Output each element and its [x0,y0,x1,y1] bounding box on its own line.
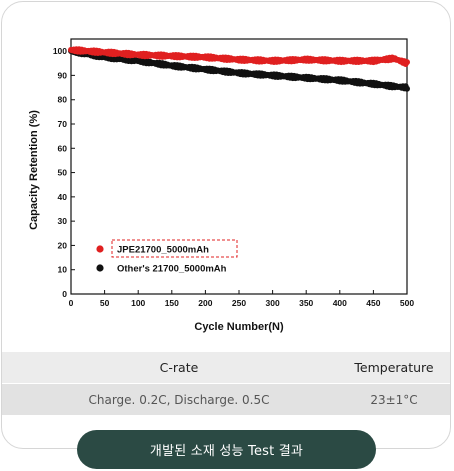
header-temperature: Temperature [354,360,434,375]
y-tick-label: 30 [58,216,68,226]
capacity-retention-chart: 0 50 100 150 200 250 300 350 400 450 500 0 10 20 30 40 5… [28,38,414,333]
other-data-point [404,85,410,92]
legend-highlight-box [111,239,238,258]
y-tick-label: 10 [58,265,68,275]
x-tick-label: 400 [333,298,347,308]
header-c-rate: C-rate [159,360,199,375]
result-card: 0 50 100 150 200 250 300 350 400 450 500 0 10 20 30 40 5… [1,1,451,449]
y-tick-label: 50 [58,168,68,178]
y-tick-label: 100 [53,46,67,56]
y-tick-label: 90 [58,70,68,80]
plot-frame [70,38,408,295]
y-tick-label: 70 [58,119,68,129]
legend-marker-jpe [96,245,104,253]
x-tick-label: 50 [100,298,110,308]
value-c-rate: Charge. 0.2C, Discharge. 0.5C [88,392,270,407]
jpe-data-point [404,59,410,66]
x-tick-label: 300 [266,298,280,308]
y-tick-label: 40 [58,192,68,202]
caption-button[interactable]: 개발된 소재 성능 Test 결과 [77,430,376,469]
x-tick-label: 100 [131,298,145,308]
x-tick-label: 250 [232,298,246,308]
x-axis-title: Cycle Number(N) [194,321,284,333]
x-tick-label: 0 [69,298,74,308]
legend-label-other: Other's 21700_5000mAh [117,264,227,275]
x-tick-label: 350 [299,298,313,308]
x-tick-label: 200 [198,298,212,308]
legend-label-jpe: JPE21700_5000mAh [117,245,209,256]
value-temperature: 23±1°C [370,392,418,407]
conditions-header-row: C-rate Temperature [2,352,450,383]
x-tick-label: 150 [165,298,179,308]
legend-marker-other [96,264,104,272]
y-tick-label: 60 [58,143,68,153]
y-tick-label: 80 [58,95,68,105]
y-axis-title: Capacity Retention (%) [28,110,40,230]
y-tick-label: 20 [58,240,68,250]
y-tick-label: 0 [62,289,67,299]
x-tick-label: 500 [400,298,414,308]
conditions-value-row: Charge. 0.2C, Discharge. 0.5C 23±1°C [2,384,450,415]
test-conditions-table: C-rate Temperature Charge. 0.2C, Dischar… [2,352,450,415]
x-tick-label: 450 [366,298,380,308]
